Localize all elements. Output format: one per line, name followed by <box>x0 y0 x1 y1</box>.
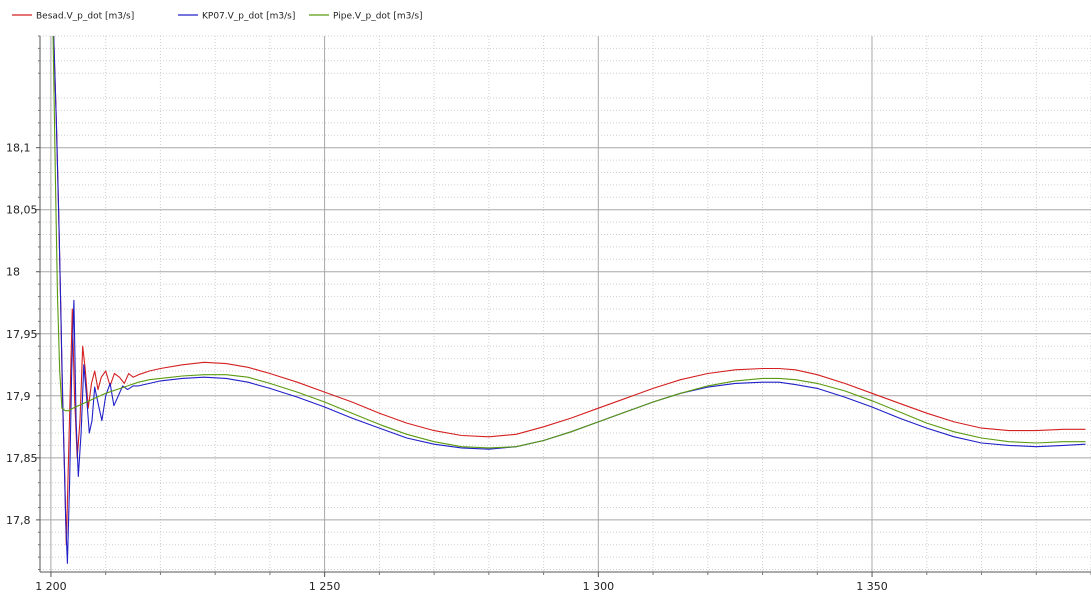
x-tick-label: 1 350 <box>856 580 888 593</box>
legend-label: KP07.V_p_dot [m3/s] <box>202 12 295 22</box>
y-tick-label: 17,8 <box>6 514 31 527</box>
legend-item-2[interactable]: KP07.V_p_dot [m3/s] <box>178 12 295 22</box>
y-tick-label: 17,95 <box>6 328 38 341</box>
series-line-3 <box>52 35 1086 449</box>
series-line-2 <box>53 35 1086 564</box>
axes <box>39 36 1091 573</box>
y-tick-label: 18,05 <box>6 204 38 217</box>
y-tick-label: 17,9 <box>6 390 31 403</box>
x-tick-label: 1 250 <box>309 580 341 593</box>
legend: Besad.V_p_dot [m3/s] KP07.V_p_dot [m3/s] P… <box>12 12 423 22</box>
major-grid <box>40 36 1091 572</box>
y-tick-label: 18 <box>6 266 20 279</box>
x-tick-label: 1 200 <box>35 580 67 593</box>
series-layer <box>52 35 1086 564</box>
legend-label: Besad.V_p_dot [m3/s] <box>36 12 134 22</box>
y-tick-label: 18,1 <box>6 142 31 155</box>
x-tick-label: 1 300 <box>583 580 615 593</box>
series-line-1 <box>53 35 1086 546</box>
y-tick-label: 17,85 <box>6 452 38 465</box>
legend-item-3[interactable]: Pipe.V_p_dot [m3/s] <box>309 12 423 22</box>
minor-grid <box>40 35 1091 572</box>
legend-label: Pipe.V_p_dot [m3/s] <box>333 12 423 22</box>
legend-item-1[interactable]: Besad.V_p_dot [m3/s] <box>12 12 134 22</box>
ticks: 1 200 1 250 1 300 1 350 18,1 18,05 18 17,95 17,9… <box>6 35 1091 593</box>
